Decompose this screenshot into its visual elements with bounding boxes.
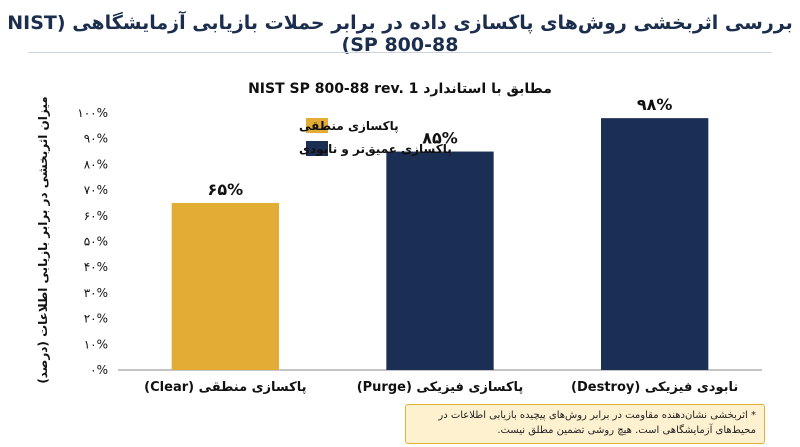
- x-category-label: پاکسازی منطقی (Clear): [144, 380, 306, 395]
- bar-value-label: ۸۵%: [422, 129, 458, 148]
- y-tick-label: ۶۰%: [84, 209, 108, 223]
- x-category-label: نابودی فیزیکی (Destroy): [571, 380, 738, 395]
- y-tick-label: ۱۰۰%: [77, 106, 108, 120]
- y-tick-label: ۱۰%: [84, 337, 108, 351]
- y-tick-label: ۵۰%: [84, 235, 108, 249]
- y-tick-label: ۹۰%: [84, 132, 108, 146]
- bar-value-label: ۶۵%: [208, 180, 244, 199]
- legend-swatch: [306, 141, 328, 156]
- page-title: بررسی اثربخشی روش‌های پاکسازی داده در بر…: [7, 12, 793, 56]
- footnote: * اثربخشی نشان‌دهنده مقاومت در برابر روش…: [405, 404, 765, 444]
- y-tick-label: ۳۰%: [84, 286, 108, 300]
- bar-value-label: ۹۸%: [637, 95, 673, 114]
- bar: [386, 151, 494, 370]
- chart-title: مطابق با استاندارد NIST SP 800-88 rev. 1: [248, 81, 552, 97]
- title-separator: [28, 52, 772, 53]
- y-tick-label: ۰%: [90, 363, 108, 377]
- y-tick-label: ۲۰%: [84, 312, 108, 326]
- legend-label: پاکسازی عمیق‌تر و نابودی: [299, 142, 452, 157]
- legend-swatch: [306, 118, 328, 133]
- y-axis-label: میزان اثربخشی در برابر بازیابی اطلاعات (…: [36, 96, 50, 383]
- bar: [601, 118, 709, 370]
- y-tick-label: ۷۰%: [84, 183, 108, 197]
- y-tick-label: ۴۰%: [84, 260, 108, 274]
- x-category-label: پاکسازی فیزیکی (Purge): [357, 380, 524, 395]
- bar: [171, 202, 279, 370]
- legend-label: پاکسازی منطقی: [299, 119, 399, 133]
- y-tick-label: ۸۰%: [84, 157, 108, 171]
